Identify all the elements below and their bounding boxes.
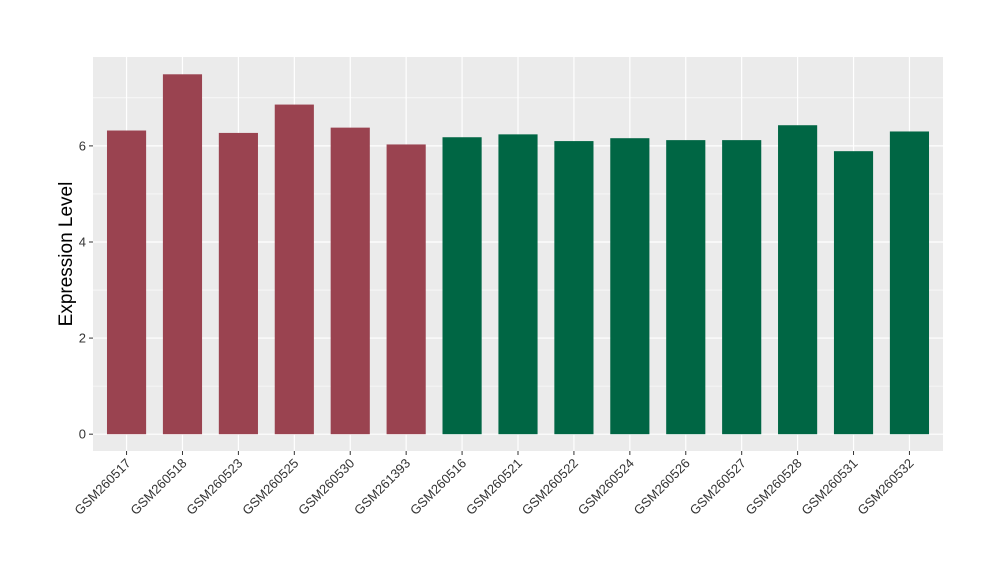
- bars: [106, 74, 930, 435]
- bar-GSM260527: [722, 140, 762, 435]
- y-tick-label: 2: [79, 331, 86, 346]
- bar-GSM260518: [162, 74, 203, 435]
- x-axis: GSM260517GSM260518GSM260523GSM260525GSM2…: [71, 451, 917, 518]
- bar-GSM260524: [610, 138, 650, 435]
- x-tick-label: GSM260518: [127, 456, 189, 518]
- y-tick-label: 0: [79, 427, 86, 442]
- x-tick-label: GSM260527: [687, 456, 749, 518]
- bar-GSM260528: [778, 125, 818, 435]
- bar-GSM260521: [498, 134, 538, 435]
- x-tick-label: GSM260522: [519, 456, 581, 518]
- x-tick-label: GSM260525: [239, 456, 301, 518]
- y-axis-title: Expression Level: [56, 182, 77, 327]
- bar-GSM260532: [889, 131, 930, 435]
- x-tick-label: GSM260531: [798, 456, 860, 518]
- y-axis: 0 2 4 6: [79, 138, 93, 442]
- x-tick-label: GSM260521: [463, 456, 525, 518]
- bar-GSM260516: [442, 137, 482, 435]
- x-tick-label: GSM261393: [351, 456, 413, 518]
- y-tick-label: 6: [79, 138, 86, 153]
- bar-GSM260530: [330, 127, 370, 435]
- x-tick-label: GSM260532: [854, 456, 916, 518]
- bar-GSM260523: [218, 132, 258, 435]
- bar-GSM260531: [833, 151, 874, 435]
- x-tick-label: GSM260524: [575, 456, 637, 518]
- x-tick-label: GSM260517: [71, 456, 133, 518]
- bar-GSM260525: [274, 104, 314, 435]
- bar-GSM260517: [106, 130, 147, 435]
- bar-GSM260526: [666, 140, 706, 435]
- y-tick-label: 4: [79, 234, 86, 249]
- x-tick-label: GSM260526: [631, 456, 693, 518]
- x-tick-label: GSM260516: [407, 456, 469, 518]
- x-tick-label: GSM260528: [743, 456, 805, 518]
- x-tick-label: GSM260530: [295, 456, 357, 518]
- x-tick-label: GSM260523: [183, 456, 245, 518]
- bar-GSM260522: [554, 141, 594, 435]
- bar-GSM261393: [386, 144, 426, 435]
